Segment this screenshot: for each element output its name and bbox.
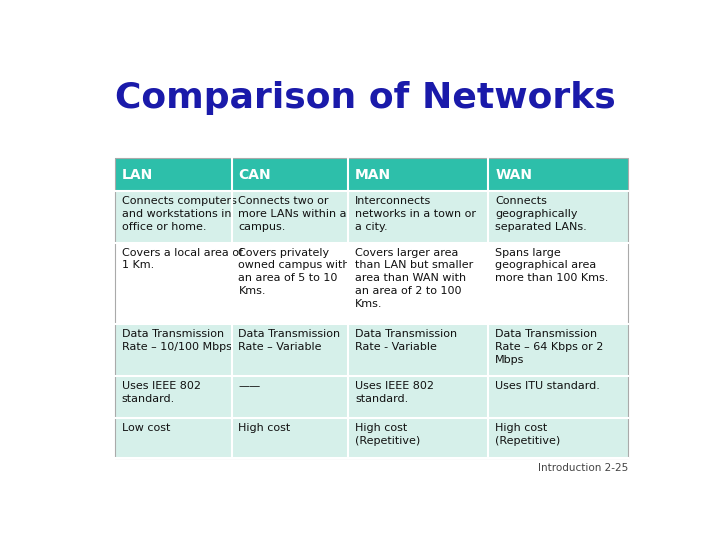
Text: Uses IEEE 802
standard.: Uses IEEE 802 standard. xyxy=(122,381,201,404)
Bar xyxy=(115,418,232,458)
Bar xyxy=(232,158,348,191)
Bar xyxy=(232,325,348,376)
Bar xyxy=(348,325,488,376)
Text: Low cost: Low cost xyxy=(122,423,170,433)
Bar xyxy=(232,376,348,418)
Bar xyxy=(115,325,232,376)
Bar xyxy=(488,242,629,325)
Text: Uses ITU standard.: Uses ITU standard. xyxy=(495,381,600,391)
Bar xyxy=(348,376,488,418)
Bar xyxy=(488,158,629,191)
Text: High cost: High cost xyxy=(238,423,291,433)
Bar xyxy=(115,191,232,242)
Text: High cost
(Repetitive): High cost (Repetitive) xyxy=(355,423,420,445)
Bar xyxy=(348,158,488,191)
Text: Connects two or
more LANs within a
campus.: Connects two or more LANs within a campu… xyxy=(238,196,347,232)
Bar xyxy=(348,191,488,242)
Text: Comparison of Networks: Comparison of Networks xyxy=(115,82,616,116)
Bar xyxy=(232,242,348,325)
Text: LAN: LAN xyxy=(122,168,153,182)
Text: Uses IEEE 802
standard.: Uses IEEE 802 standard. xyxy=(355,381,434,404)
Text: Introduction 2-25: Introduction 2-25 xyxy=(539,463,629,473)
Bar xyxy=(232,191,348,242)
Text: WAN: WAN xyxy=(495,168,532,182)
Text: ——: —— xyxy=(238,381,261,391)
Text: Covers privately
owned campus with
an area of 5 to 10
Kms.: Covers privately owned campus with an ar… xyxy=(238,247,350,296)
Text: Data Transmission
Rate - Variable: Data Transmission Rate - Variable xyxy=(355,329,457,352)
Bar xyxy=(115,158,629,458)
Text: Connects computers
and workstations in
office or home.: Connects computers and workstations in o… xyxy=(122,196,237,232)
Bar xyxy=(232,418,348,458)
Text: Covers a local area of
1 Km.: Covers a local area of 1 Km. xyxy=(122,247,243,271)
Bar xyxy=(488,191,629,242)
Text: CAN: CAN xyxy=(238,168,271,182)
Text: High cost
(Repetitive): High cost (Repetitive) xyxy=(495,423,560,445)
Bar xyxy=(488,418,629,458)
Bar xyxy=(115,376,232,418)
Text: Data Transmission
Rate – Variable: Data Transmission Rate – Variable xyxy=(238,329,341,352)
Text: Interconnects
networks in a town or
a city.: Interconnects networks in a town or a ci… xyxy=(355,196,476,232)
Text: MAN: MAN xyxy=(355,168,391,182)
Text: Connects
geographically
separated LANs.: Connects geographically separated LANs. xyxy=(495,196,587,232)
Bar xyxy=(488,376,629,418)
Bar xyxy=(115,158,232,191)
Text: Data Transmission
Rate – 64 Kbps or 2
Mbps: Data Transmission Rate – 64 Kbps or 2 Mb… xyxy=(495,329,603,365)
Text: Data Transmission
Rate – 10/100 Mbps: Data Transmission Rate – 10/100 Mbps xyxy=(122,329,232,352)
Bar xyxy=(348,242,488,325)
Bar xyxy=(488,325,629,376)
Text: Covers larger area
than LAN but smaller
area than WAN with
an area of 2 to 100
K: Covers larger area than LAN but smaller … xyxy=(355,247,474,309)
Bar xyxy=(115,242,232,325)
Bar xyxy=(348,418,488,458)
Text: Spans large
geographical area
more than 100 Kms.: Spans large geographical area more than … xyxy=(495,247,608,283)
